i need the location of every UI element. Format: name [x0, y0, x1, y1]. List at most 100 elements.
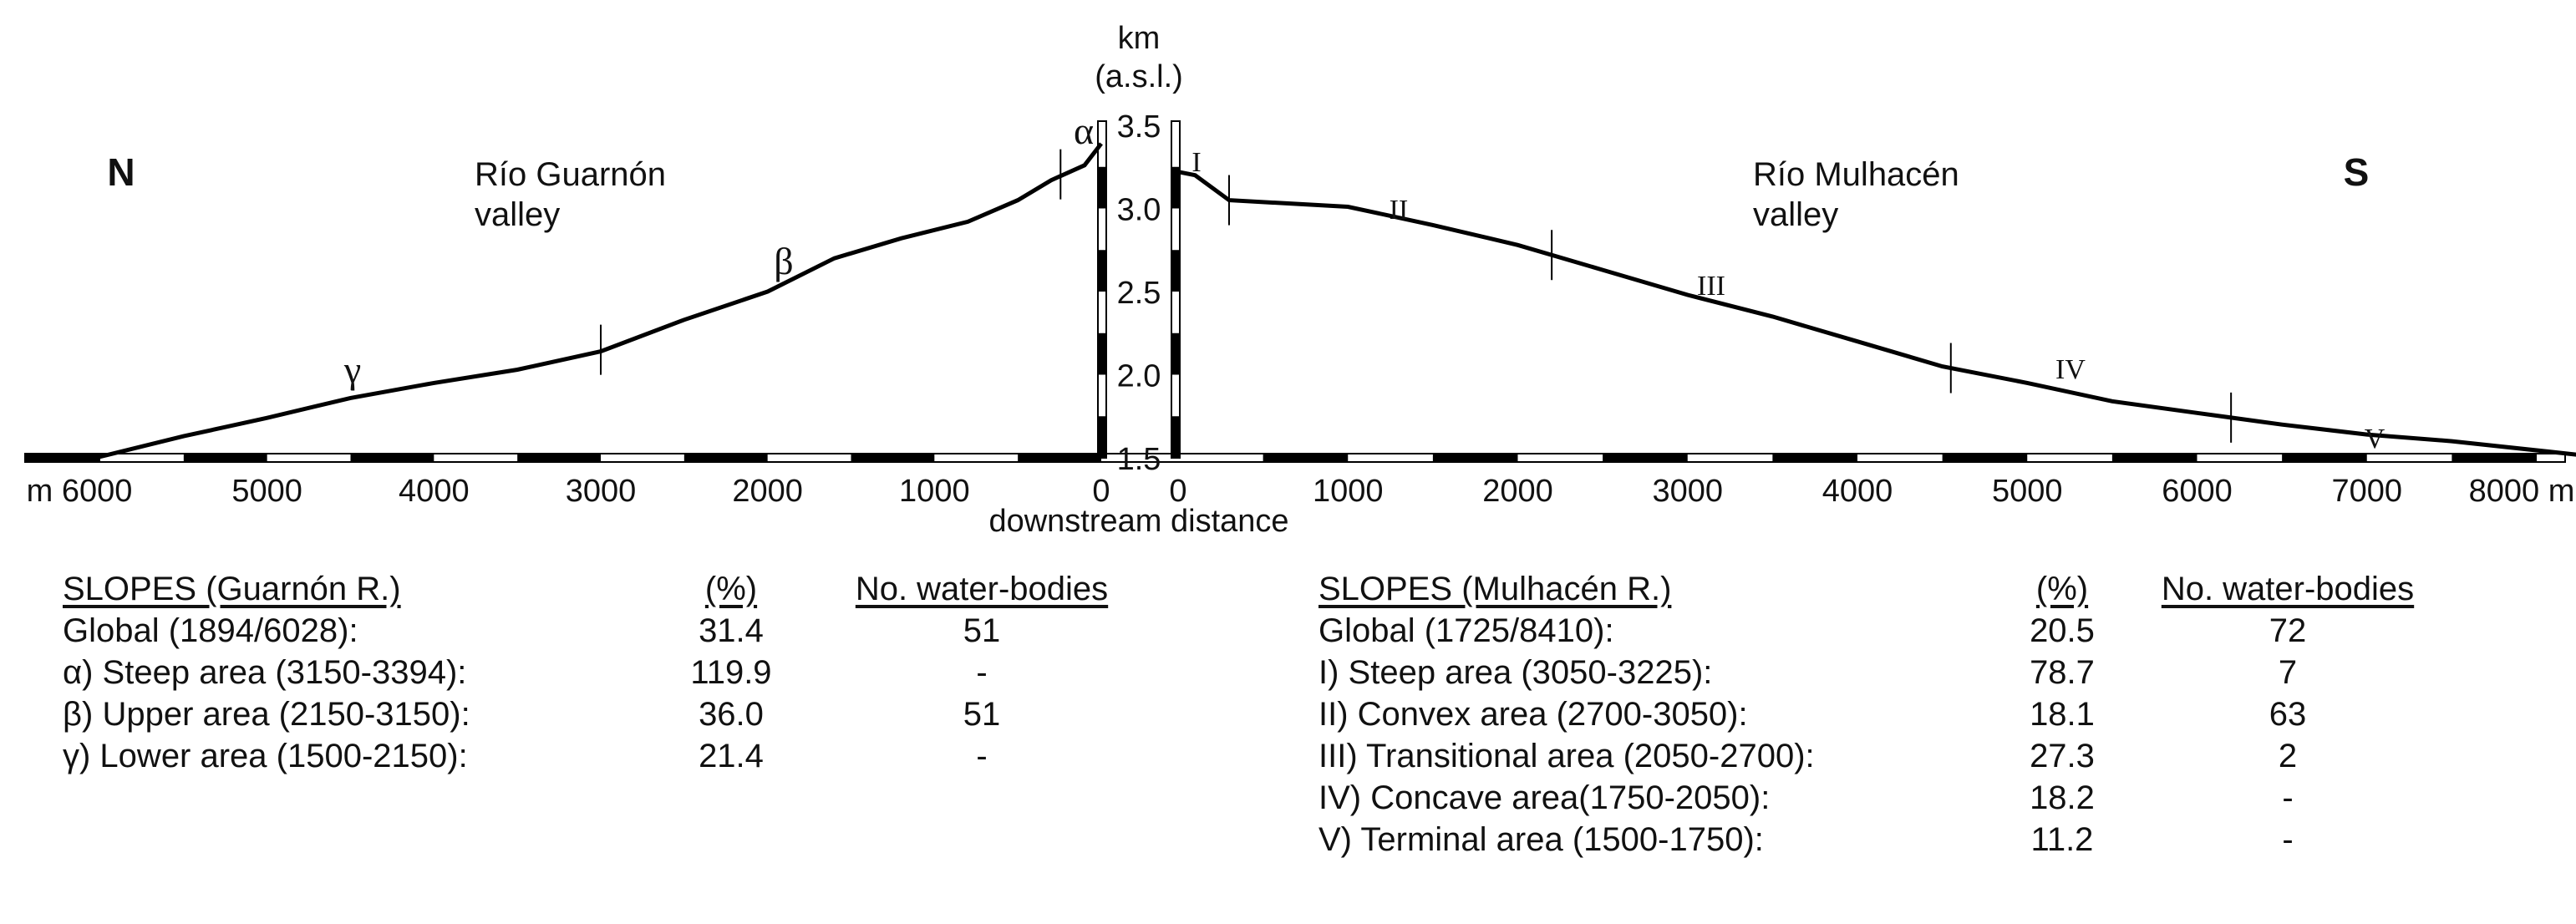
zone-label: V — [2365, 424, 2385, 454]
x-tick-label: m 6000 — [27, 474, 133, 509]
x-axis-segment — [350, 454, 434, 462]
x-tick-label: 4000 — [399, 474, 470, 509]
slope-percent: 36.0 — [699, 696, 764, 733]
x-tick-label: 8000 m — [2469, 474, 2575, 509]
table-row: V) Terminal area (1500-1750): 11.2 - — [1318, 819, 2547, 861]
slope-name: V) Terminal area (1500-1750): — [1318, 821, 1764, 858]
left-valley-label: valley — [475, 196, 560, 233]
slope-percent: 27.3 — [2030, 738, 2095, 774]
slope-name: β) Upper area (2150-3150): — [63, 696, 470, 733]
y-tick-label: 2.5 — [1117, 276, 1161, 311]
table-row: III) Transitional area (2050-2700): 27.3 2 — [1318, 735, 2547, 777]
x-tick-label: 5000 — [231, 474, 302, 509]
zone-label: γ — [343, 348, 361, 391]
slope-name: II) Convex area (2700-3050): — [1318, 696, 1748, 733]
slope-name: SLOPES (Guarnón R.) — [63, 571, 401, 607]
north-label: N — [107, 150, 135, 194]
water-bodies-count: 2 — [2278, 738, 2298, 774]
x-axis-segment — [2452, 454, 2537, 462]
y-axis-segment — [1098, 416, 1106, 458]
left-valley-label: Río Guarnón — [475, 156, 666, 193]
x-axis-segment — [25, 454, 100, 462]
zone-label: β — [774, 240, 793, 282]
table-row: β) Upper area (2150-3150): 36.0 51 — [63, 693, 1232, 735]
chart-labels: 3.5 3.0 2.5 2.0 1.5 km(a.s.l.) m 6000 5000 4000 3… — [27, 21, 2575, 539]
x-axis-segment — [683, 454, 768, 462]
y-axis-segment — [1171, 250, 1180, 292]
x-tick-label: 1000 — [899, 474, 970, 509]
slope-name: Global (1894/6028): — [63, 612, 358, 649]
slope-percent: (%) — [704, 571, 758, 607]
x-axis-segment — [1942, 454, 2028, 462]
zone-label: III — [1697, 271, 1725, 302]
water-bodies-count: 72 — [2269, 612, 2307, 649]
south-label: S — [2344, 150, 2370, 194]
x-axis-segment — [2111, 454, 2197, 462]
y-tick-label: 3.5 — [1117, 109, 1161, 145]
slope-percent: 11.2 — [2030, 821, 2094, 858]
slope-percent: 31.4 — [699, 612, 764, 649]
x-tick-label: 0 — [1092, 474, 1110, 509]
x-tick-label: 2000 — [1482, 474, 1553, 509]
x-tick-label: 2000 — [732, 474, 803, 509]
slopes-table-mulhacen: SLOPES (Mulhacén R.) (%) No. water-bodies G… — [1318, 568, 2547, 861]
water-bodies-count: 63 — [2269, 696, 2307, 733]
zone-label: IV — [2055, 354, 2086, 385]
y-axis-segment — [1171, 416, 1180, 458]
x-tick-label: 1000 — [1313, 474, 1384, 509]
x-tick-label: 5000 — [1992, 474, 2063, 509]
x-axis-segment — [1018, 454, 1101, 462]
y-axis-segment — [1171, 333, 1180, 375]
water-bodies-count: - — [976, 738, 988, 774]
water-bodies-count: 51 — [963, 612, 1001, 649]
x-tick-label: 6000 — [2162, 474, 2233, 509]
y-axis-label-unit: km — [1118, 21, 1161, 56]
slope-name: SLOPES (Mulhacén R.) — [1318, 571, 1672, 607]
x-tick-label: 0 — [1169, 474, 1186, 509]
zone-label: α — [1074, 109, 1094, 152]
y-axis-label-asl: (a.s.l.) — [1095, 59, 1183, 94]
slope-name: I) Steep area (3050-3225): — [1318, 654, 1713, 691]
zone-label: I — [1191, 147, 1201, 178]
slope-percent: (%) — [2035, 571, 2089, 607]
table-row: Global (1894/6028): 31.4 51 — [63, 610, 1232, 652]
x-axis-segment — [183, 454, 267, 462]
water-bodies-count: - — [976, 654, 988, 691]
x-axis-segment — [1263, 454, 1349, 462]
water-bodies-count: - — [2282, 779, 2294, 816]
right-valley-label: valley — [1753, 196, 1838, 233]
slope-name: α) Steep area (3150-3394): — [63, 654, 467, 691]
table-row: IV) Concave area(1750-2050): 18.2 - — [1318, 777, 2547, 819]
water-bodies-count: 7 — [2278, 654, 2298, 691]
x-tick-label: 3000 — [566, 474, 637, 509]
table-header-row: SLOPES (Guarnón R.) (%) No. water-bodies — [63, 568, 1232, 610]
y-axis-segment — [1171, 166, 1180, 209]
x-tick-label: 3000 — [1652, 474, 1723, 509]
profile-line-mulhacen — [1177, 170, 2576, 457]
right-valley-label: Río Mulhacén — [1753, 156, 1959, 193]
x-axis-label: downstream distance — [988, 504, 1288, 539]
water-bodies-count: - — [2282, 821, 2294, 858]
x-tick-label: 7000 — [2331, 474, 2402, 509]
elevation-profile-chart: 3.5 3.0 2.5 2.0 1.5 km(a.s.l.) m 6000 5000 4000 3… — [24, 21, 2576, 539]
x-axis-segment — [517, 454, 601, 462]
water-bodies-count: No. water-bodies — [855, 571, 1109, 607]
chart-marks — [94, 142, 2576, 460]
slope-percent: 78.7 — [2030, 654, 2095, 691]
x-tick-label: 4000 — [1822, 474, 1893, 509]
slopes-table-guarnon: SLOPES (Guarnón R.) (%) No. water-bodies Gl… — [63, 568, 1232, 777]
slope-percent: 20.5 — [2030, 612, 2095, 649]
water-bodies-count: No. water-bodies — [2161, 571, 2415, 607]
chart-axes — [24, 120, 2566, 463]
profile-line-guarnon — [94, 142, 1103, 460]
x-axis-segment — [2282, 454, 2367, 462]
table-row: Global (1725/8410): 20.5 72 — [1318, 610, 2547, 652]
table-row: II) Convex area (2700-3050): 18.1 63 — [1318, 693, 2547, 735]
zone-label: II — [1390, 195, 1409, 226]
x-axis-segment — [1432, 454, 1518, 462]
y-tick-label: 2.0 — [1117, 359, 1161, 394]
y-tick-label: 3.0 — [1117, 193, 1161, 228]
slope-name: γ) Lower area (1500-2150): — [63, 738, 468, 774]
y-tick-label: 1.5 — [1117, 442, 1161, 477]
table-row: α) Steep area (3150-3394): 119.9 - — [63, 652, 1232, 693]
